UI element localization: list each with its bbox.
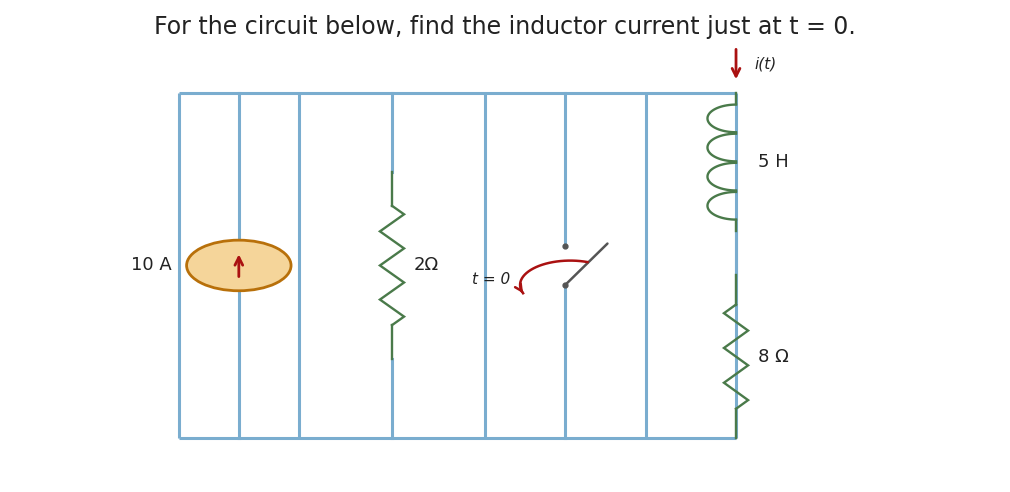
Circle shape (187, 240, 291, 291)
Text: i(t): i(t) (754, 57, 777, 72)
Text: 8 Ω: 8 Ω (759, 348, 789, 366)
Text: t = 0: t = 0 (472, 272, 510, 286)
Text: 2Ω: 2Ω (414, 256, 439, 275)
Text: For the circuit below, find the inductor current just at t = 0.: For the circuit below, find the inductor… (155, 15, 855, 39)
Text: 10 A: 10 A (130, 256, 172, 275)
Text: 5 H: 5 H (759, 153, 789, 171)
